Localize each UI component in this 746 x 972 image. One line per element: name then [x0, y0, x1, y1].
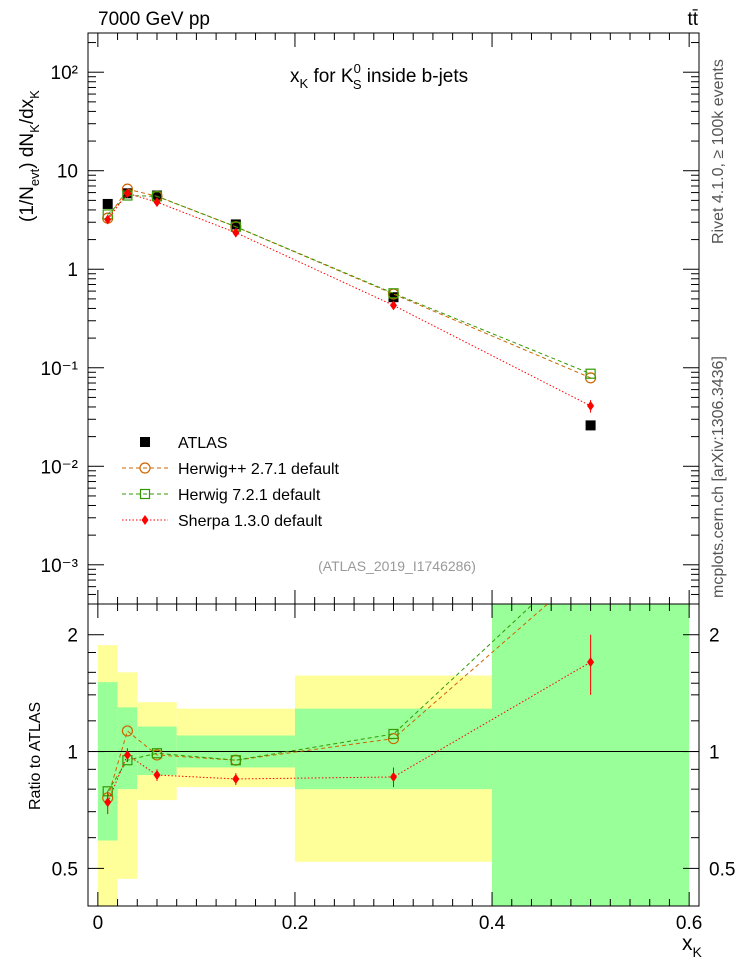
data-point [121, 725, 134, 737]
data-point [123, 188, 131, 199]
data-point [153, 770, 161, 781]
ratio-y-tick-label: 0.5 [52, 859, 78, 880]
data-point [104, 797, 112, 808]
data-point [123, 749, 131, 760]
data-point [232, 773, 240, 784]
chart-title: xK for K0 S inside b-jets [290, 61, 468, 92]
legend-entry-atlas: ATLAS [140, 435, 228, 452]
ratio-axis-ticks: 0.5 0.5 1 1 2 2 0 0.2 0.4 0.6 [52, 604, 735, 934]
main-axis-ticks: 10⁻³ 10⁻² 10⁻¹ 1 10 10² [41, 33, 699, 605]
main-y-tick-label: 1 [67, 260, 78, 281]
legend-marker [140, 437, 150, 447]
series-herwig-2-7-1-default [102, 183, 597, 384]
series-herwig-7-2-1-default [102, 190, 596, 379]
ratio-y-tick-label: 2 [67, 626, 78, 647]
ratio-y-tick-label-right: 0.5 [709, 859, 735, 880]
ratio-y-tick-label: 1 [67, 743, 78, 764]
process-label: tt̄ [687, 9, 698, 30]
data-point [388, 728, 399, 740]
x-axis-label: xK [682, 932, 703, 960]
data-point [230, 755, 241, 766]
main-y-axis-label: (1/Nevt) dNK/dxK [17, 90, 42, 222]
data-point [587, 400, 595, 411]
rivet-version-label: Rivet 4.1.0, ≥ 100k events [710, 59, 727, 244]
main-y-tick-label: 10⁻² [41, 457, 79, 478]
x-tick-label: 0.2 [282, 913, 308, 934]
ratio-y-axis-label: Ratio to ATLAS [27, 702, 44, 810]
series-line-herwig-7-2-1-default [107, 195, 591, 375]
ratio-series-layer [102, 546, 596, 815]
data-point [151, 748, 163, 759]
x-tick-label: 0.6 [676, 913, 702, 934]
data-point [232, 227, 240, 238]
data-point [585, 368, 596, 379]
ratio-band-inner-0 [97, 682, 118, 841]
main-series-layer [102, 183, 597, 431]
legend-entry-herwig-7-2-1-default: Herwig 7.2.1 default [122, 487, 321, 504]
ratio-band-inner-2 [137, 726, 177, 776]
energy-label: 7000 GeV pp [98, 9, 210, 30]
data-point [104, 214, 112, 225]
data-point [586, 546, 595, 555]
legend-marker [139, 462, 151, 474]
legend-entry-herwig-2-7-1-default: Herwig++ 2.7.1 default [122, 461, 340, 478]
data-point [587, 657, 595, 668]
data-point [102, 198, 113, 209]
x-tick-label: 0 [93, 913, 104, 934]
legend-label: Sherpa 1.3.0 default [178, 513, 323, 530]
series-sherpa-1-3-0-default [104, 634, 595, 815]
main-y-tick-label: 10⁻¹ [41, 359, 79, 380]
data-point [230, 219, 241, 230]
data-point [585, 420, 596, 431]
legend-marker [141, 515, 149, 525]
series-line-sherpa-1-3-0-default [107, 661, 591, 803]
legend-label: Herwig 7.2.1 default [178, 487, 321, 504]
series-sherpa-1-3-0-default [104, 188, 595, 413]
ratio-y-tick-label-right: 1 [709, 743, 720, 764]
main-y-tick-label: 10⁻³ [41, 556, 79, 577]
series-line-sherpa-1-3-0-default [107, 192, 591, 407]
mcplots-source-label: mcplots.cern.ch [arXiv:1306.3436] [710, 356, 727, 598]
data-point [390, 771, 397, 782]
data-point [153, 197, 161, 208]
series-atlas [102, 188, 596, 431]
main-y-tick-label: 10² [51, 63, 78, 84]
data-point [390, 300, 397, 311]
legend: ATLAS Herwig++ 2.7.1 default Herwig 7.2.1 … [122, 435, 340, 530]
main-y-tick-label: 10 [57, 162, 78, 183]
series-line-herwig-2-7-1-default [107, 188, 591, 379]
legend-entry-sherpa-1-3-0-default: Sherpa 1.3.0 default [122, 513, 323, 530]
data-point [151, 190, 162, 201]
ratio-y-tick-label-right: 2 [709, 626, 720, 647]
legend-label: ATLAS [178, 435, 228, 452]
data-point [586, 561, 596, 571]
data-point [388, 288, 399, 299]
ratio-uncertainty-bands [97, 604, 690, 906]
x-tick-label: 0.4 [479, 913, 506, 934]
legend-label: Herwig++ 2.7.1 default [178, 461, 340, 478]
legend-marker [139, 488, 151, 500]
series-line-herwig-2-7-1-default [107, 604, 549, 798]
analysis-id-label: (ATLAS_2019_I1746286) [318, 558, 476, 574]
series-line-herwig-7-2-1-default [107, 604, 534, 792]
